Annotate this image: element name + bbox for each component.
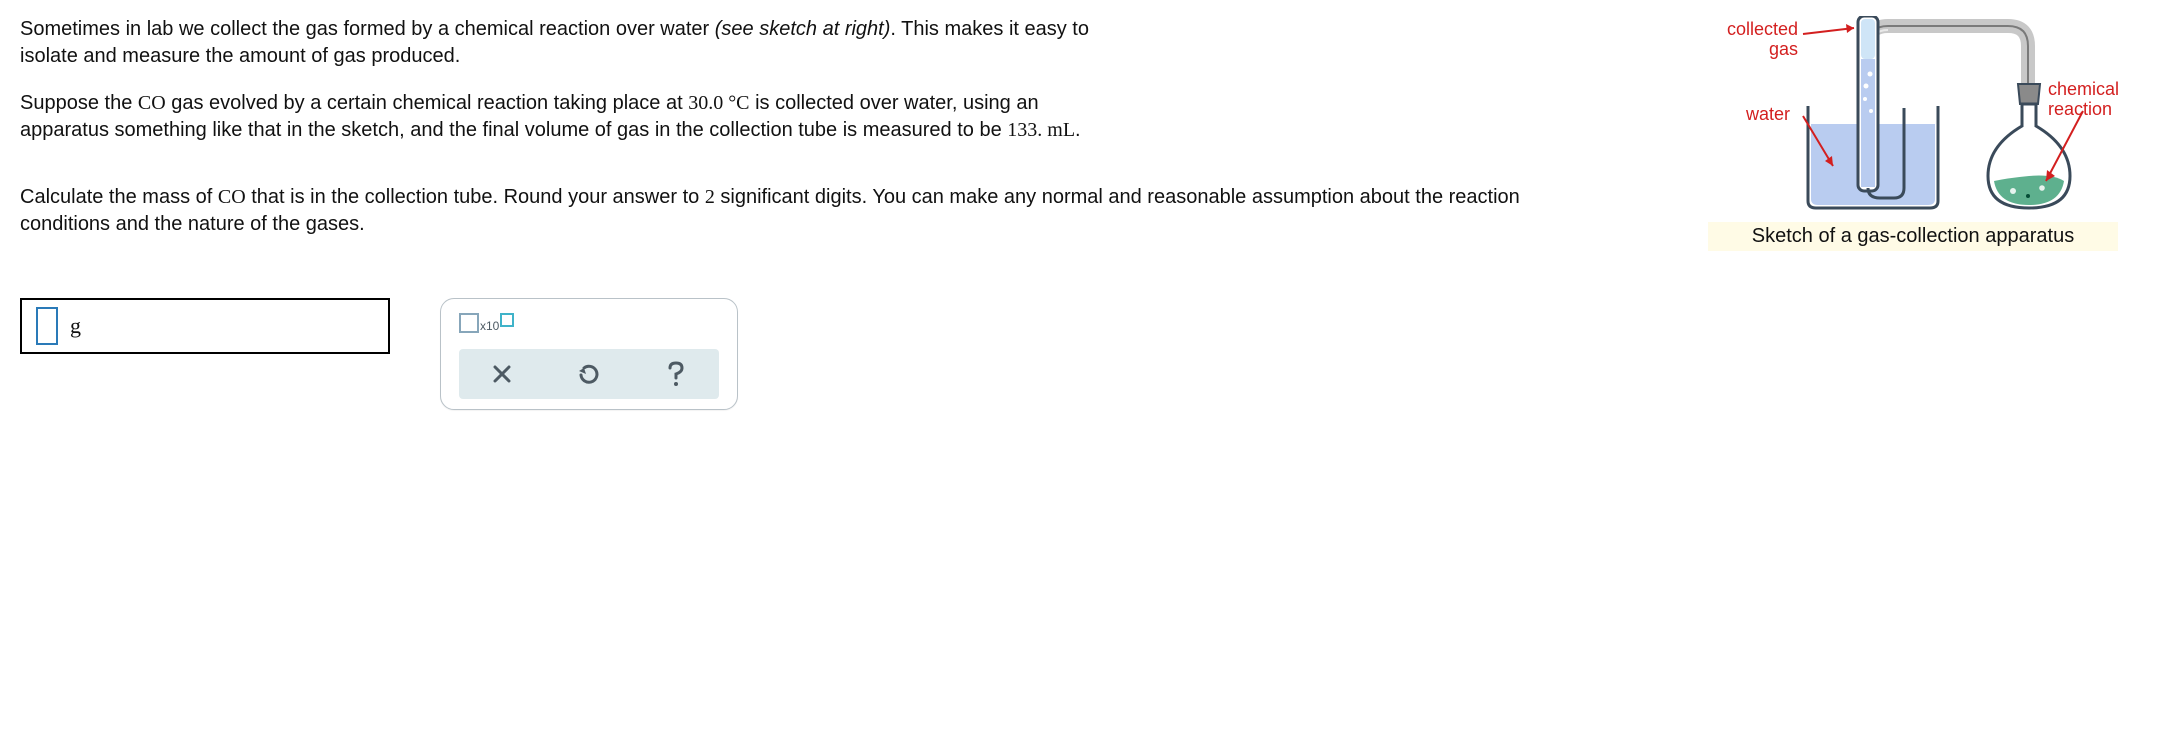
answer-unit: g [70,313,81,339]
label-water: water [1746,104,1790,125]
sci-base-box [459,313,479,333]
p2-b: gas evolved by a certain chemical reacti… [166,92,689,114]
question-paragraph: Calculate the mass of CO that is in the … [20,184,1520,238]
question-icon [666,361,686,387]
answer-box: g [20,298,390,354]
p1-text-a: Sometimes in lab we collect the gas form… [20,18,715,40]
toolbox-panel: x10 [440,298,738,410]
tool-buttons-bar [459,349,719,399]
p3-sigfigs: 2 [705,186,715,208]
p2-a: Suppose the [20,92,138,114]
p3-gas-formula: CO [218,186,246,208]
p2-d: . [1075,119,1081,141]
p3-b: that is in the collection tube. Round yo… [246,186,705,208]
p3-a: Calculate the mass of [20,186,218,208]
undo-icon [578,363,600,385]
undo-button[interactable] [574,359,604,389]
label-collected-gas: collected gas [1708,20,1798,60]
answer-input[interactable] [36,307,58,345]
diagram-wrap: collected gas water chemical reaction Sk… [1708,16,2118,251]
p2-temperature: 30.0 °C [688,92,749,114]
help-button[interactable] [661,359,691,389]
x-icon [492,364,512,384]
sci-x10-label: x10 [480,319,499,333]
p2-volume: 133. mL [1007,119,1075,141]
p2-gas-formula: CO [138,92,166,114]
clear-button[interactable] [487,359,517,389]
diagram-caption: Sketch of a gas-collection apparatus [1708,222,2118,251]
sci-exp-box [500,313,514,327]
answer-row: g x10 [20,298,2138,410]
p1-italic: (see sketch at right) [715,18,891,40]
label-chemical-reaction: chemical reaction [2048,80,2119,120]
sci-notation-button[interactable]: x10 [459,313,514,333]
intro-paragraph: Sometimes in lab we collect the gas form… [20,16,1120,70]
conditions-paragraph: Suppose the CO gas evolved by a certain … [20,90,1120,144]
